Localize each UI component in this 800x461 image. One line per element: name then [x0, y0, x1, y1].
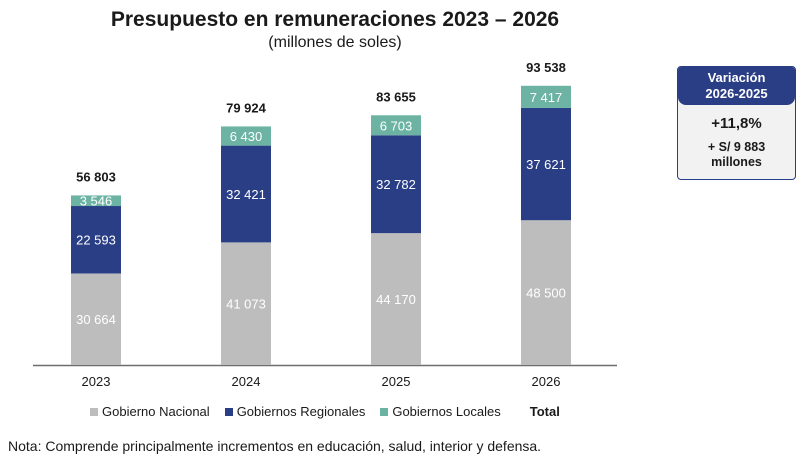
- legend-item-gobierno-nacional: Gobierno Nacional: [90, 404, 210, 419]
- data-label: 30 664: [76, 312, 116, 327]
- chart-subtitle: (millones de soles): [268, 34, 402, 51]
- legend-item-gobiernos-regionales: Gobiernos Regionales: [224, 404, 366, 419]
- data-label: 32 421: [226, 187, 266, 202]
- total-label: 79 924: [226, 100, 267, 115]
- variation-header-line1: Variación: [707, 70, 766, 85]
- total-label: 93 538: [526, 60, 566, 75]
- variation-amount-line2: millones: [711, 155, 762, 169]
- bar-segment-gobiernos-regionales-2026: [521, 107, 571, 221]
- x-tick-label: 2026: [532, 374, 561, 389]
- footnote: Nota: Comprende principalmente increment…: [8, 438, 542, 454]
- bar-segment-gobiernos-regionales-2024: [221, 145, 271, 243]
- variation-amount: + S/ 9 883 millones: [678, 140, 795, 170]
- bar-segment-gobiernos-locales-2024: [221, 126, 271, 146]
- data-label: 48 500: [526, 286, 566, 301]
- total-label: 56 803: [76, 169, 116, 184]
- data-label: 7 417: [530, 90, 563, 105]
- bar-segment-gobierno-nacional-2026: [521, 220, 571, 365]
- bar-segment-gobiernos-locales-2026: [521, 85, 571, 108]
- legend-swatch-gobierno-nacional: [90, 407, 98, 416]
- x-tick-label: 2024: [232, 374, 261, 389]
- total-label: 83 655: [376, 89, 416, 104]
- legend-label: Gobiernos Regionales: [236, 404, 366, 419]
- legend-label: Gobierno Nacional: [102, 404, 210, 419]
- bar-segment-gobiernos-locales-2025: [371, 115, 421, 136]
- x-tick-label: 2023: [82, 374, 111, 389]
- variation-amount-line1: + S/ 9 883: [707, 140, 766, 154]
- data-label: 6 703: [380, 118, 413, 133]
- variation-box: Variación 2026-2025 +11,8% + S/ 9 883 mi…: [677, 66, 796, 180]
- data-label: 37 621: [526, 157, 566, 172]
- data-label: 44 170: [376, 292, 416, 307]
- bar-segment-gobierno-nacional-2023: [71, 273, 121, 365]
- bar-segment-gobiernos-regionales-2023: [71, 206, 121, 274]
- bar-segment-gobierno-nacional-2025: [371, 233, 421, 365]
- data-label: 32 782: [376, 177, 416, 192]
- data-label: 3 546: [80, 194, 113, 209]
- legend-swatch-gobiernos-locales: [380, 407, 389, 416]
- chart-legend: Gobierno Nacional Gobiernos Regionales G…: [90, 404, 560, 419]
- bar-segment-gobiernos-regionales-2025: [371, 135, 421, 234]
- x-tick-label: 2025: [382, 374, 411, 389]
- variation-header: Variación 2026-2025: [678, 67, 795, 105]
- data-label: 6 430: [230, 129, 263, 144]
- bar-segment-gobierno-nacional-2024: [221, 242, 271, 365]
- bar-segment-gobiernos-locales-2023: [71, 195, 121, 207]
- chart-title: Presupuesto en remuneraciones 2023 – 202…: [110, 8, 560, 31]
- legend-item-total: Total: [529, 404, 560, 419]
- variation-percent: +11,8%: [711, 115, 762, 132]
- data-label: 22 593: [76, 233, 116, 248]
- legend-item-gobiernos-locales: Gobiernos Locales: [380, 404, 501, 419]
- data-label: 41 073: [226, 297, 266, 312]
- legend-label: Gobiernos Locales: [392, 404, 501, 419]
- variation-header-line2: 2026-2025: [705, 86, 768, 101]
- legend-swatch-gobiernos-regionales: [224, 407, 233, 416]
